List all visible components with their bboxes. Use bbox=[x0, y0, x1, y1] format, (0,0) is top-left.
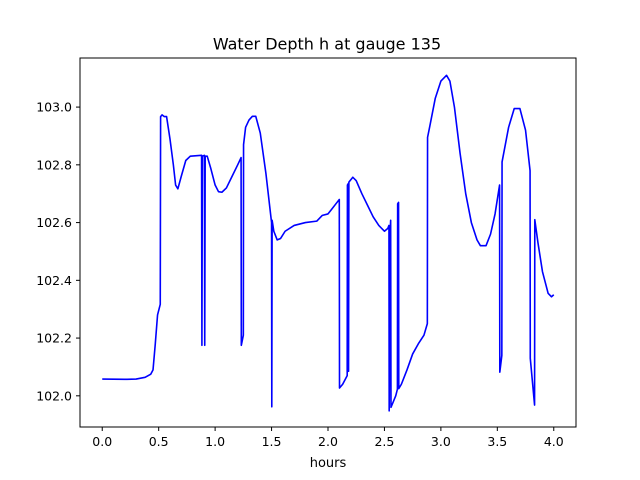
chart-title: Water Depth h at gauge 135 bbox=[213, 35, 441, 54]
x-tick-label: 2.5 bbox=[374, 434, 394, 449]
y-tick-label: 102.4 bbox=[36, 273, 72, 288]
x-tick-label: 0.0 bbox=[92, 434, 112, 449]
y-tick-label: 102.6 bbox=[36, 215, 72, 230]
y-axis: 102.0 102.2 102.4 102.6 102.8 103.0 bbox=[36, 100, 80, 403]
x-tick-label: 2.0 bbox=[318, 434, 338, 449]
y-tick-label: 102.2 bbox=[36, 331, 72, 346]
x-tick-label: 1.0 bbox=[205, 434, 225, 449]
x-tick-label: 1.5 bbox=[262, 434, 282, 449]
y-tick-label: 102.0 bbox=[36, 388, 72, 403]
plot-area bbox=[79, 57, 577, 428]
x-axis-label: hours bbox=[310, 456, 347, 471]
x-tick-label: 3.5 bbox=[487, 434, 507, 449]
series-line bbox=[102, 74, 555, 412]
x-tick-label: 0.5 bbox=[149, 434, 169, 449]
x-tick-label: 4.0 bbox=[544, 434, 564, 449]
x-tick-label: 3.0 bbox=[431, 434, 451, 449]
y-tick-label: 102.8 bbox=[36, 157, 72, 172]
y-tick-label: 103.0 bbox=[36, 100, 72, 115]
x-axis: 0.0 0.5 1.0 1.5 2.0 2.5 3.0 3.5 4.0 bbox=[92, 427, 564, 449]
